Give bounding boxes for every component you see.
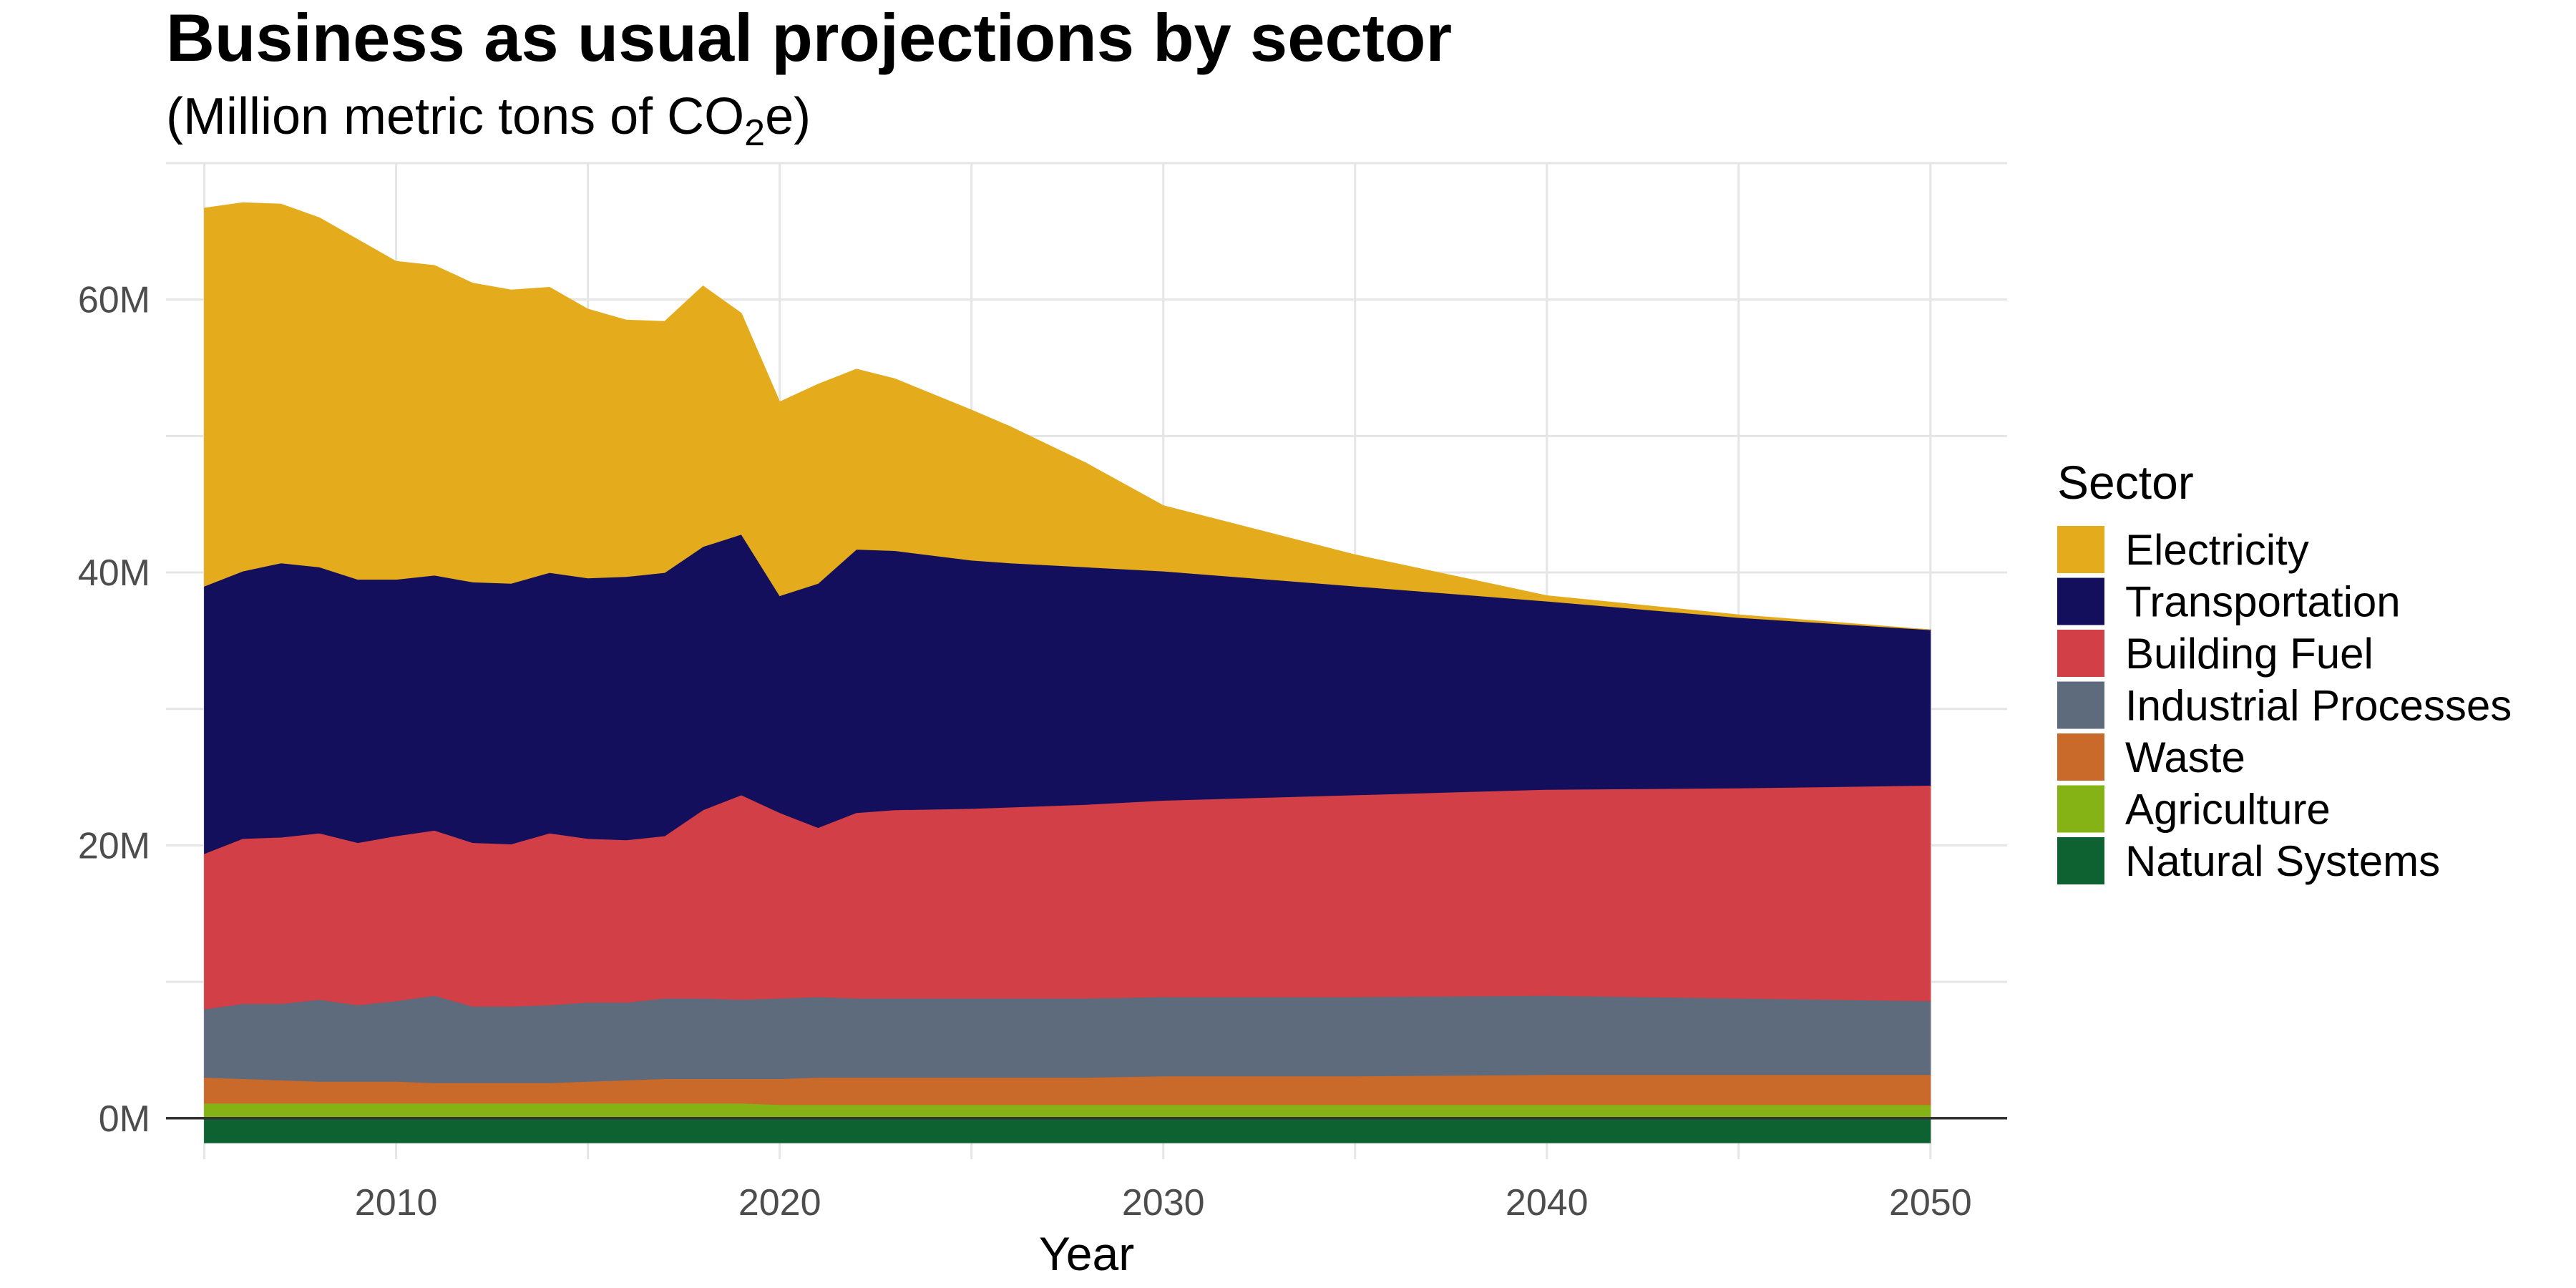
legend-swatch-industrial-processes (2057, 681, 2104, 729)
legend-label-electricity: Electricity (2125, 526, 2309, 574)
legend-title: Sector (2057, 456, 2194, 509)
area-natural-systems (204, 1118, 1931, 1143)
stacked-areas (204, 202, 1931, 1143)
legend-swatch-transportation (2057, 577, 2104, 625)
chart-subtitle-subscript: 2 (744, 112, 765, 154)
chart-subtitle: (Million metric tons of CO2e) (166, 88, 811, 154)
legend-swatch-electricity (2057, 526, 2104, 573)
x-tick-label: 2010 (355, 1182, 438, 1224)
legend-label-agriculture: Agriculture (2125, 786, 2331, 834)
legend-label-natural-systems: Natural Systems (2125, 837, 2440, 885)
legend-swatch-building-fuel (2057, 630, 2104, 677)
y-tick-label: 20M (78, 825, 150, 867)
chart-subtitle-suffix: e) (765, 88, 811, 145)
plot-area (166, 162, 2007, 1159)
chart-title: Business as usual projections by sector (166, 0, 1452, 75)
x-tick-label: 2030 (1122, 1182, 1205, 1224)
area-agriculture (204, 1103, 1931, 1119)
y-tick-label: 60M (78, 280, 150, 321)
legend-label-building-fuel: Building Fuel (2125, 630, 2373, 678)
x-axis-title: Year (1039, 1227, 1134, 1280)
x-axis-ticks: 2010 2020 2030 2040 2050 (355, 1182, 1972, 1224)
legend: Sector ElectricityTransportationBuilding… (2057, 456, 2512, 885)
x-tick-label: 2040 (1506, 1182, 1589, 1224)
legend-swatch-natural-systems (2057, 837, 2104, 884)
chart-subtitle-prefix: (Million metric tons of CO (166, 88, 744, 145)
x-tick-label: 2050 (1889, 1182, 1972, 1224)
x-tick-label: 2020 (738, 1182, 821, 1224)
area-electricity (204, 202, 1931, 630)
legend-swatch-waste (2057, 733, 2104, 781)
y-axis-ticks: 0M 20M 40M 60M (78, 280, 150, 1140)
legend-label-waste: Waste (2125, 733, 2245, 781)
legend-label-industrial-processes: Industrial Processes (2125, 682, 2512, 730)
legend-label-transportation: Transportation (2125, 578, 2401, 626)
legend-swatch-agriculture (2057, 785, 2104, 833)
area-industrial-processes (204, 995, 1931, 1083)
y-tick-label: 0M (99, 1098, 150, 1140)
y-tick-label: 40M (78, 552, 150, 594)
